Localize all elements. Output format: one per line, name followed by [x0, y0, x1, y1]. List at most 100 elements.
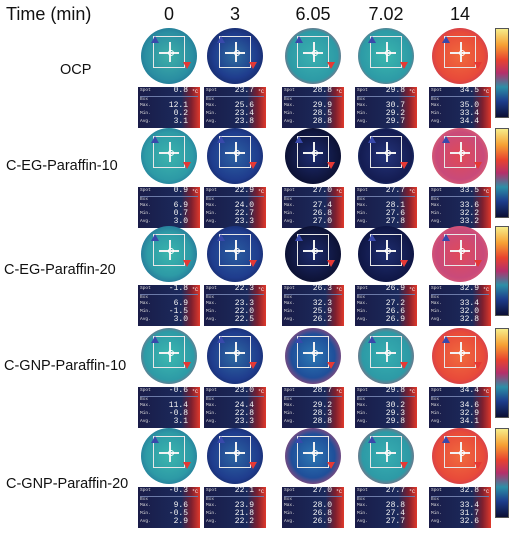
max-label: Max.: [206, 503, 217, 508]
min-value: 27.4: [385, 509, 405, 518]
avg-label: Avg.: [140, 419, 151, 424]
box-label: Box: [431, 197, 440, 202]
avg-value: 27.7: [385, 517, 405, 526]
divider: [284, 496, 342, 497]
avg-value: 29.8: [385, 417, 405, 426]
max-value: 29.2: [312, 401, 332, 410]
spot-value: 22.9: [234, 186, 254, 195]
spot-marker: [312, 248, 318, 254]
spot-value: 26.3: [312, 284, 332, 293]
measurement-box: [153, 234, 185, 266]
avg-value: 27.0: [312, 217, 332, 226]
box-label: Box: [431, 497, 440, 502]
measurement-box: [370, 136, 402, 168]
max-value: 28.0: [312, 501, 332, 510]
avg-value: 26.9: [312, 517, 332, 526]
avg-value: 32.8: [459, 315, 479, 324]
spot-marker: [459, 350, 465, 356]
spot-value: 27.7: [385, 486, 405, 495]
unit-label: °C: [191, 189, 198, 195]
min-value: 22.0: [234, 307, 254, 316]
measurement-box: [370, 36, 402, 68]
max-marker-icon: [183, 362, 191, 369]
box-label: Box: [206, 497, 215, 502]
unit-label: °C: [482, 89, 489, 95]
box-label: Box: [140, 295, 149, 300]
measurement-box: [219, 436, 251, 468]
max-value: 27.2: [385, 299, 405, 308]
thermal-image: [207, 128, 263, 184]
avg-label: Avg.: [431, 317, 442, 322]
avg-label: Avg.: [206, 317, 217, 322]
max-value: 28.8: [385, 501, 405, 510]
measurement-box: [297, 436, 329, 468]
unit-label: °C: [335, 489, 342, 495]
max-label: Max.: [206, 403, 217, 408]
max-marker-icon: [183, 162, 191, 169]
min-marker-icon: [151, 336, 159, 343]
max-marker-icon: [327, 260, 335, 267]
avg-label: Avg.: [284, 419, 295, 424]
spot-value: -0.6: [168, 386, 188, 395]
max-marker-icon: [474, 62, 482, 69]
max-value: 12.1: [168, 101, 188, 110]
max-marker-icon: [474, 362, 482, 369]
temperature-readout-panel: Spot 23.0 °C Box Max. 24.4 Min. 22.8 Avg. 23.3: [204, 387, 266, 428]
avg-value: 28.8: [312, 417, 332, 426]
max-value: 25.6: [234, 101, 254, 110]
box-label: Box: [206, 397, 215, 402]
unit-label: °C: [408, 389, 415, 395]
avg-value: 2.9: [173, 517, 188, 526]
unit-label: °C: [191, 489, 198, 495]
max-marker-icon: [327, 462, 335, 469]
measurement-box: [444, 36, 476, 68]
max-value: 35.0: [459, 101, 479, 110]
min-value: -1.5: [168, 307, 188, 316]
temperature-color-scale: [495, 28, 509, 118]
min-marker-icon: [368, 234, 376, 241]
box-label: Box: [284, 497, 293, 502]
unit-label: °C: [335, 389, 342, 395]
min-marker-icon: [295, 336, 303, 343]
spot-label: Spot: [284, 188, 295, 193]
box-label: Box: [431, 397, 440, 402]
spot-label: Spot: [357, 388, 368, 393]
box-label: Box: [357, 397, 366, 402]
box-label: Box: [357, 197, 366, 202]
temperature-color-scale: [495, 226, 509, 316]
spot-marker: [385, 248, 391, 254]
spot-label: Spot: [206, 188, 217, 193]
max-label: Max.: [284, 103, 295, 108]
min-label: Min.: [284, 411, 295, 416]
min-value: 0.7: [173, 209, 188, 218]
avg-value: 23.3: [234, 217, 254, 226]
sample-row-label: C-GNP-Paraffin-10: [4, 358, 127, 374]
sample-row-label: C-EG-Paraffin-20: [4, 262, 116, 278]
max-value: 24.4: [234, 401, 254, 410]
min-value: 29.2: [385, 109, 405, 118]
max-label: Max.: [431, 403, 442, 408]
avg-label: Avg.: [357, 219, 368, 224]
divider: [206, 96, 264, 97]
max-marker-icon: [400, 162, 408, 169]
thermal-image: [285, 328, 341, 384]
spot-value: 27.0: [312, 486, 332, 495]
temperature-readout-panel: Spot 26.9 °C Box Max. 27.2 Min. 26.6 Avg. 26.9: [355, 285, 417, 326]
column-header-time: 7.02: [368, 4, 404, 24]
spot-label: Spot: [206, 88, 217, 93]
min-value: 28.5: [312, 109, 332, 118]
spot-label: Spot: [206, 488, 217, 493]
min-marker-icon: [442, 36, 450, 43]
temperature-readout-panel: Spot 22.9 °C Box Max. 24.0 Min. 22.7 Avg. 23.3: [204, 187, 266, 228]
min-marker-icon: [368, 36, 376, 43]
unit-label: °C: [257, 489, 264, 495]
spot-marker: [234, 150, 240, 156]
unit-label: °C: [408, 287, 415, 293]
avg-value: 34.1: [459, 417, 479, 426]
min-marker-icon: [295, 36, 303, 43]
divider: [140, 196, 198, 197]
spot-marker: [234, 50, 240, 56]
unit-label: °C: [408, 489, 415, 495]
divider: [140, 96, 198, 97]
spot-marker: [459, 450, 465, 456]
